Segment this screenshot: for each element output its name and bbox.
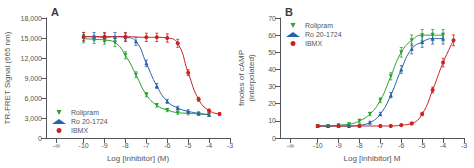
svg-text:IBMX: IBMX	[305, 40, 322, 47]
svg-text:(interpolated): (interpolated)	[247, 54, 256, 101]
svg-text:B: B	[285, 6, 293, 18]
svg-text:10: 10	[268, 117, 276, 124]
svg-text:6,000: 6,000	[24, 95, 42, 102]
svg-text:-6: -6	[164, 142, 170, 149]
svg-text:12,000: 12,000	[21, 55, 43, 62]
svg-text:20: 20	[268, 100, 276, 107]
svg-text:Rolipram: Rolipram	[305, 22, 333, 30]
svg-text:-8: -8	[122, 142, 128, 149]
svg-text:60: 60	[268, 32, 276, 39]
svg-text:0: 0	[272, 135, 276, 142]
svg-text:-7: -7	[377, 142, 383, 149]
svg-text:Ro 20-1724: Ro 20-1724	[305, 31, 342, 38]
svg-text:Ro 20-1724: Ro 20-1724	[71, 118, 108, 125]
svg-text:15,000: 15,000	[21, 35, 43, 42]
svg-text:30: 30	[268, 83, 276, 90]
svg-text:-3: -3	[227, 142, 233, 149]
svg-text:-8: -8	[356, 142, 362, 149]
svg-text:-∞: -∞	[53, 142, 60, 149]
svg-text:3,000: 3,000	[24, 115, 42, 122]
svg-text:18,000: 18,000	[21, 15, 43, 22]
svg-text:fmoles of cAMP: fmoles of cAMP	[237, 50, 246, 106]
svg-text:-9: -9	[101, 142, 107, 149]
svg-text:-6: -6	[398, 142, 404, 149]
svg-text:-5: -5	[185, 142, 191, 149]
svg-text:-3: -3	[461, 142, 467, 149]
svg-text:TR-FRET Signal (665 nm): TR-FRET Signal (665 nm)	[3, 31, 12, 124]
svg-text:-10: -10	[79, 142, 89, 149]
svg-text:-4: -4	[440, 142, 446, 149]
svg-text:-5: -5	[419, 142, 425, 149]
svg-text:9,000: 9,000	[24, 75, 42, 82]
svg-text:-9: -9	[335, 142, 341, 149]
svg-text:0: 0	[38, 135, 42, 142]
svg-text:Log [inhibitor] M: Log [inhibitor] M	[344, 154, 401, 163]
svg-text:70: 70	[268, 15, 276, 22]
svg-text:-7: -7	[143, 142, 149, 149]
svg-text:IBMX: IBMX	[71, 127, 88, 134]
svg-text:-4: -4	[206, 142, 212, 149]
svg-text:Log [inhibitor] (M): Log [inhibitor] (M)	[107, 154, 170, 163]
svg-text:50: 50	[268, 49, 276, 56]
svg-text:-∞: -∞	[287, 142, 294, 149]
svg-text:-10: -10	[313, 142, 323, 149]
svg-text:Rolipram: Rolipram	[71, 109, 99, 117]
svg-text:40: 40	[268, 66, 276, 73]
svg-text:A: A	[51, 6, 59, 18]
